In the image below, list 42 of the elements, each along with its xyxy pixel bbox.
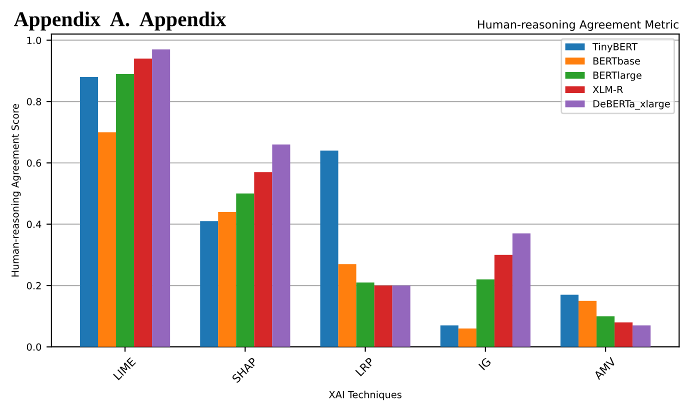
y-axis-title: Human-reasoning Agreement Score bbox=[11, 104, 21, 276]
y-tick-label: 0.6 bbox=[26, 159, 42, 167]
bar bbox=[494, 254, 512, 347]
bar bbox=[596, 316, 615, 347]
legend-label: XLM-R bbox=[592, 86, 623, 94]
legend-label: BERTbase bbox=[593, 57, 640, 65]
chart-title: Human-reasoning Agreement Metric bbox=[478, 20, 678, 31]
bar bbox=[458, 328, 476, 347]
bar bbox=[152, 49, 170, 347]
bar bbox=[236, 194, 254, 347]
bar bbox=[254, 172, 272, 347]
y-tick-label: 0.2 bbox=[26, 282, 41, 290]
bar bbox=[632, 325, 651, 347]
bar bbox=[98, 132, 116, 347]
bar bbox=[134, 58, 152, 347]
legend-label: DeBERTa_xlarge bbox=[593, 100, 670, 110]
bar bbox=[338, 264, 356, 347]
bar bbox=[272, 144, 290, 347]
bar bbox=[578, 300, 597, 347]
text: Appendix A. Appendix bbox=[14, 12, 226, 30]
bar bbox=[80, 77, 98, 347]
legend-label: TinyBERT bbox=[592, 42, 638, 52]
bar bbox=[356, 282, 374, 347]
bar bbox=[440, 325, 458, 347]
legend-label: BERTlarge bbox=[593, 71, 642, 81]
bar bbox=[200, 221, 218, 347]
bar bbox=[218, 212, 236, 347]
x-axis-title: XAI Techniques bbox=[328, 390, 402, 400]
bar bbox=[374, 286, 392, 347]
bar bbox=[392, 286, 410, 347]
y-tick-label: 0.4 bbox=[26, 220, 42, 228]
y-tick-label: 0.0 bbox=[26, 343, 42, 351]
bar bbox=[614, 322, 633, 347]
x-tick-label: IG bbox=[478, 357, 492, 370]
bar bbox=[116, 74, 134, 347]
y-tick-label: 0.8 bbox=[26, 98, 42, 106]
bar bbox=[512, 233, 530, 347]
bar bbox=[320, 150, 338, 347]
y-tick-label: 1.0 bbox=[27, 36, 42, 44]
x-tick-label: LRP bbox=[355, 357, 374, 376]
bar bbox=[560, 294, 579, 347]
bar bbox=[476, 279, 494, 347]
